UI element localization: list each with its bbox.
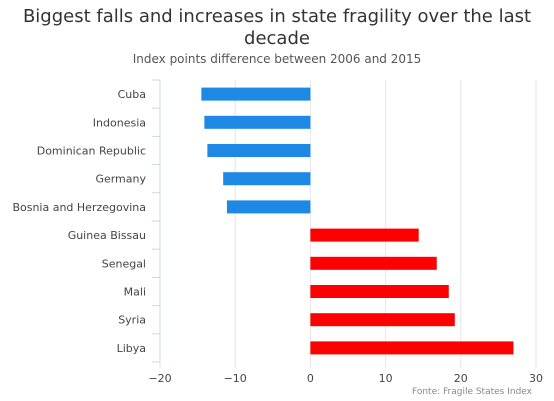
category-label: Indonesia [93, 116, 146, 129]
category-label: Bosnia and Herzegovina [12, 201, 146, 214]
x-tick-label: 10 [379, 372, 393, 385]
bar [204, 115, 311, 129]
category-label: Dominican Republic [37, 145, 146, 158]
bar [310, 341, 514, 355]
x-axis: −20 −10 0 10 20 30 [148, 372, 543, 385]
category-label: Syria [118, 314, 146, 327]
category-label: Libya [117, 342, 146, 355]
x-tick-label: 30 [529, 372, 543, 385]
source-note: Fonte: Fragile States Index [411, 387, 532, 397]
bar [310, 228, 419, 242]
chart-title: Biggest falls and increases in state fra… [22, 6, 532, 49]
bar [223, 172, 311, 186]
category-label: Guinea Bissau [68, 229, 146, 242]
x-tick-label: 20 [454, 372, 468, 385]
category-label: Cuba [118, 88, 146, 101]
bar [201, 87, 311, 101]
bar [310, 285, 449, 298]
chart-subtitle: Index points difference between 2006 and… [132, 52, 422, 66]
bar [310, 313, 455, 327]
category-label: Senegal [102, 257, 146, 270]
x-tick-label: 0 [307, 372, 314, 385]
category-label: Germany [95, 173, 146, 186]
category-labels: Cuba Indonesia Dominican Republic Germany Bo… [12, 88, 146, 355]
category-label: Mali [124, 286, 146, 299]
bar [310, 256, 437, 270]
bar [226, 200, 311, 214]
bars [201, 87, 514, 355]
x-tick-label: −20 [148, 372, 171, 385]
x-tick-label: −10 [224, 372, 247, 385]
bar [207, 144, 311, 157]
